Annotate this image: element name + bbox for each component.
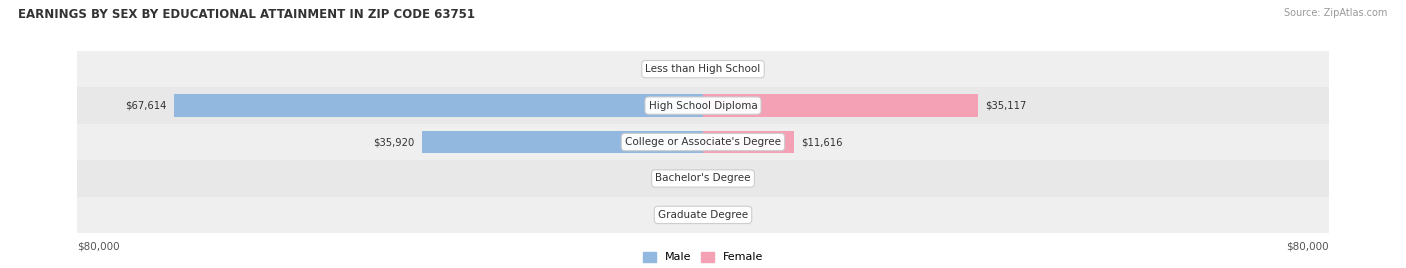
Text: EARNINGS BY SEX BY EDUCATIONAL ATTAINMENT IN ZIP CODE 63751: EARNINGS BY SEX BY EDUCATIONAL ATTAINMEN… (18, 8, 475, 21)
Text: $67,614: $67,614 (125, 100, 167, 111)
Text: $0: $0 (710, 210, 723, 220)
Text: $35,920: $35,920 (374, 137, 415, 147)
Text: $0: $0 (683, 210, 696, 220)
Text: Graduate Degree: Graduate Degree (658, 210, 748, 220)
Text: $80,000: $80,000 (1286, 241, 1329, 251)
Text: $0: $0 (683, 64, 696, 74)
Bar (77, 124, 1329, 160)
Text: College or Associate's Degree: College or Associate's Degree (626, 137, 780, 147)
Text: $35,117: $35,117 (986, 100, 1026, 111)
Text: $11,616: $11,616 (801, 137, 842, 147)
Text: $0: $0 (683, 173, 696, 184)
Text: $0: $0 (710, 173, 723, 184)
Text: Less than High School: Less than High School (645, 64, 761, 74)
Bar (174, 94, 703, 117)
Text: Source: ZipAtlas.com: Source: ZipAtlas.com (1284, 8, 1388, 18)
Legend: Male, Female: Male, Female (643, 252, 763, 262)
Text: High School Diploma: High School Diploma (648, 100, 758, 111)
Bar (703, 131, 794, 153)
Bar (703, 94, 977, 117)
Bar (77, 160, 1329, 197)
Bar (77, 51, 1329, 87)
Text: $0: $0 (710, 64, 723, 74)
Text: Bachelor's Degree: Bachelor's Degree (655, 173, 751, 184)
Text: $80,000: $80,000 (77, 241, 120, 251)
Bar (77, 87, 1329, 124)
Bar (422, 131, 703, 153)
Bar (77, 197, 1329, 233)
